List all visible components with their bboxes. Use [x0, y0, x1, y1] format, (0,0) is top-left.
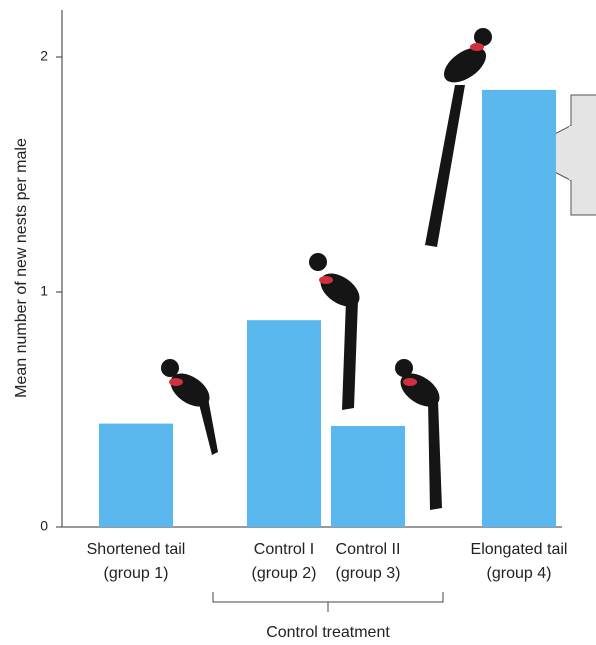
- x-tick-label: Control I: [254, 541, 314, 558]
- x-tick-label: Control II: [336, 541, 401, 558]
- x-tick-sublabel: (group 3): [336, 565, 401, 582]
- bracket: [212, 592, 444, 612]
- x-tick-sublabel: (group 2): [252, 565, 317, 582]
- y-axis-label: Mean number of new nests per male: [13, 138, 30, 398]
- bracket-label: Control treatment: [266, 624, 390, 641]
- y-tick-label: 1: [40, 283, 48, 299]
- bar: [482, 89, 556, 528]
- x-tick-label: Elongated tail: [471, 541, 568, 558]
- x-tick-label: Shortened tail: [87, 541, 186, 558]
- y-tick-label: 0: [40, 518, 48, 534]
- bird-illustrations: [161, 28, 492, 510]
- bar: [247, 320, 321, 527]
- bar: [331, 425, 405, 527]
- x-tick-sublabel: (group 4): [487, 565, 552, 582]
- bar: [99, 423, 173, 527]
- x-tick-sublabel: (group 1): [104, 565, 169, 582]
- y-tick-label: 2: [40, 48, 48, 64]
